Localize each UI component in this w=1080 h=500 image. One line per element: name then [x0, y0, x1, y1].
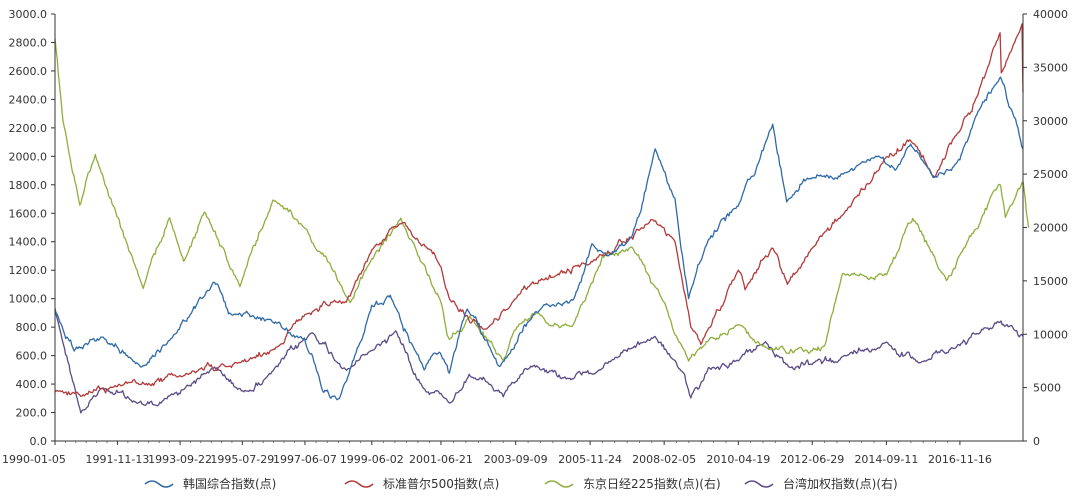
- left-tick-label: 0.0: [30, 435, 48, 448]
- series-line-nikkei: [54, 38, 1030, 362]
- left-y-axis: 0.0 200.0 400.0 600.0 800.0 1000.0 1200.0 1400.…: [9, 8, 56, 448]
- x-tick-label: 2014-09-11: [854, 453, 918, 466]
- x-tick-label: 2010-04-19: [706, 453, 770, 466]
- legend-label-nikkei: 东京日经225指数(点)(右): [583, 476, 721, 491]
- right-tick-label: 20000: [1033, 222, 1068, 235]
- legend-swatch-nikkei: [544, 480, 574, 488]
- left-tick-label: 1600.0: [9, 207, 48, 220]
- legend-swatch-korea: [144, 480, 174, 488]
- x-tick-label: 2008-02-05: [632, 453, 696, 466]
- x-tick-label: 2001-06-21: [409, 453, 473, 466]
- x-tick-label: 2005-11-24: [558, 453, 622, 466]
- legend-label-taiwan: 台湾加权指数(点)(右): [783, 476, 898, 491]
- series-line-korea: [54, 76, 1024, 401]
- x-tick-label: 1999-06-02: [340, 453, 404, 466]
- left-tick-label: 2600.0: [9, 65, 48, 78]
- series-line-sp500: [54, 23, 1024, 398]
- x-ticks: 1990-01-05 1991-11-131993-09-221995-07-29…: [2, 441, 992, 466]
- left-tick-label: 2400.0: [9, 93, 48, 106]
- left-tick-label: 1000.0: [9, 293, 48, 306]
- right-tick-label: 30000: [1033, 115, 1068, 128]
- x-tick-label: 2012-06-29: [780, 453, 844, 466]
- right-tick-label: 15000: [1033, 275, 1068, 288]
- right-tick-label: 10000: [1033, 328, 1068, 341]
- left-tick-label: 1200.0: [9, 264, 48, 277]
- left-tick-label: 2000.0: [9, 150, 48, 163]
- right-tick-label: 25000: [1033, 168, 1068, 181]
- left-tick-label: 2200.0: [9, 122, 48, 135]
- legend-label-korea: 韩国综合指数(点): [183, 476, 276, 491]
- left-tick-label: 3000.0: [9, 8, 48, 21]
- x-tick-label: 2003-09-09: [484, 453, 548, 466]
- left-tick-label: 800.0: [16, 321, 48, 334]
- legend-swatch-taiwan: [744, 480, 774, 488]
- x-tick-label: 1997-06-07: [273, 453, 337, 466]
- right-tick-label: 0: [1033, 435, 1040, 448]
- left-tick-label: 1800.0: [9, 179, 48, 192]
- right-tick-label: 5000: [1033, 382, 1061, 395]
- right-tick-label: 35000: [1033, 61, 1068, 74]
- right-y-axis: 0 5000 10000 15000 20000 25000 30000 35000 40000: [1022, 8, 1068, 448]
- x-tick-label: 2016-11-16: [928, 453, 992, 466]
- series-layer: [54, 23, 1030, 414]
- right-tick-label: 40000: [1033, 8, 1068, 21]
- left-ticks: 0.0 200.0 400.0 600.0 800.0 1000.0 1200.0 1400.…: [9, 8, 55, 448]
- left-tick-label: 600.0: [16, 350, 48, 363]
- left-tick-label: 2800.0: [9, 36, 48, 49]
- series-line-taiwan: [54, 308, 1024, 414]
- x-tick-label: 1991-11-13: [85, 453, 149, 466]
- x-axis: 1990-01-05 1991-11-131993-09-221995-07-29…: [2, 440, 1023, 466]
- left-tick-label: 400.0: [16, 378, 48, 391]
- legend-label-sp500: 标准普尔500指数(点): [383, 476, 499, 491]
- left-tick-label: 1400.0: [9, 236, 48, 249]
- legend-swatch-sp500: [344, 480, 374, 488]
- x-tick-label: 1993-09-22: [148, 453, 212, 466]
- x-tick-label: 1990-01-05: [2, 453, 66, 466]
- plot-area: [54, 23, 1030, 414]
- legend: 韩国综合指数(点) 标准普尔500指数(点) 东京日经225指数(点)(右) 台湾加权…: [144, 476, 898, 491]
- left-tick-label: 200.0: [16, 407, 48, 420]
- x-tick-label: 1995-07-29: [210, 453, 274, 466]
- right-ticks: 0 5000 10000 15000 20000 25000 30000 35000 40000: [1023, 8, 1068, 448]
